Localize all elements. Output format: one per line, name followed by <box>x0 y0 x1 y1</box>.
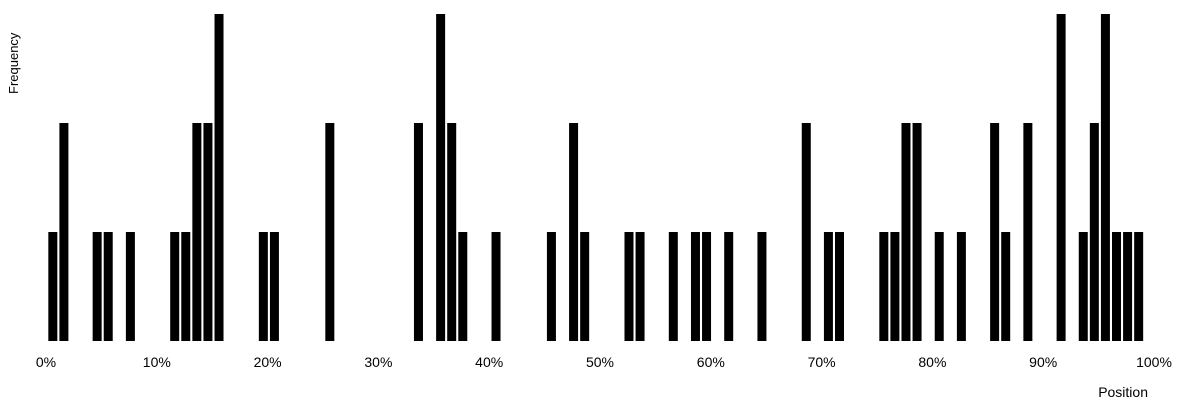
bar <box>668 232 678 341</box>
bar <box>269 232 279 341</box>
x-tick-label: 40% <box>475 354 503 370</box>
bar <box>325 123 335 341</box>
bar <box>1023 123 1033 341</box>
x-axis-label: Position <box>1098 384 1148 400</box>
bar <box>1112 232 1122 341</box>
x-tick-label: 20% <box>254 354 282 370</box>
bar <box>59 123 69 341</box>
bar <box>835 232 845 341</box>
bar <box>170 232 180 341</box>
bar <box>92 232 102 341</box>
bar <box>1056 14 1066 341</box>
bar <box>912 123 922 341</box>
bar <box>757 232 767 341</box>
x-tick-label: 30% <box>364 354 392 370</box>
bar <box>258 232 268 341</box>
bar <box>823 232 833 341</box>
bar <box>203 123 213 341</box>
bar <box>1078 232 1088 341</box>
x-tick-label: 10% <box>143 354 171 370</box>
bar <box>1123 232 1133 341</box>
bar <box>214 14 224 341</box>
bar <box>990 123 1000 341</box>
bars-group <box>48 14 1144 341</box>
bar <box>901 123 911 341</box>
bar <box>801 123 811 341</box>
bar <box>635 232 645 341</box>
bar <box>702 232 712 341</box>
bar <box>491 232 501 341</box>
bar <box>436 14 446 341</box>
bar <box>956 232 966 341</box>
bar <box>569 123 579 341</box>
x-ticks-group: 0% 10% 20% 30% 40% 50% 60% 70% 80% 90% 100% <box>36 354 1172 370</box>
bar <box>458 232 468 341</box>
bar <box>890 232 900 341</box>
bar <box>125 232 135 341</box>
bar <box>546 232 556 341</box>
bar <box>1134 232 1144 341</box>
bar <box>48 232 58 341</box>
bar <box>181 232 191 341</box>
bar <box>192 123 202 341</box>
x-tick-label: 0% <box>36 354 56 370</box>
bar <box>879 232 889 341</box>
x-tick-label: 90% <box>1029 354 1057 370</box>
bar <box>1100 14 1110 341</box>
x-tick-label: 60% <box>697 354 725 370</box>
bar <box>413 123 423 341</box>
bar <box>580 232 590 341</box>
bar <box>724 232 734 341</box>
bar <box>624 232 634 341</box>
x-tick-label: 50% <box>586 354 614 370</box>
bar <box>934 232 944 341</box>
bar <box>447 123 457 341</box>
bar <box>690 232 700 341</box>
bar <box>1089 123 1099 341</box>
bar <box>1001 232 1011 341</box>
x-tick-label: 80% <box>918 354 946 370</box>
x-tick-label: 100% <box>1136 354 1172 370</box>
x-tick-label: 70% <box>808 354 836 370</box>
bar <box>103 232 113 341</box>
